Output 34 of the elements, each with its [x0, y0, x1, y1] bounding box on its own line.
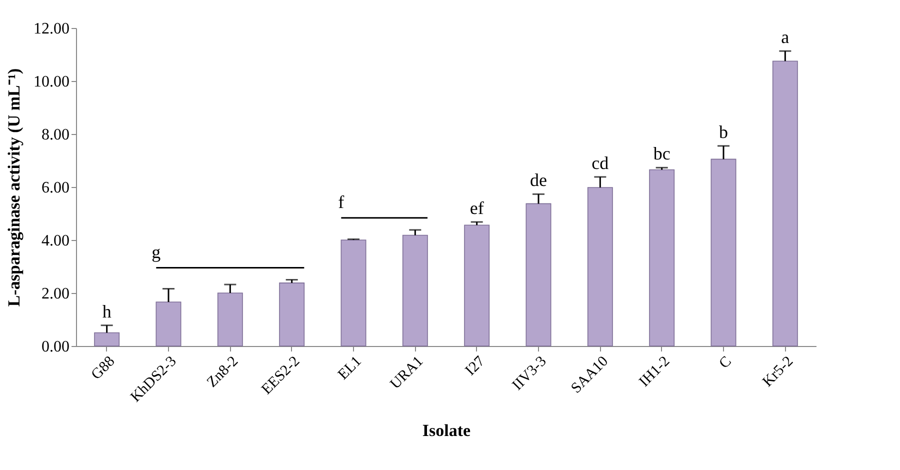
- annotation: f: [338, 192, 344, 212]
- bar: [526, 203, 552, 346]
- bar: [587, 187, 613, 346]
- y-tick-label: 10.00: [34, 74, 70, 90]
- y-tick-label: 4.00: [42, 232, 70, 250]
- data-label: a: [781, 27, 790, 48]
- bar: [649, 169, 675, 346]
- annotation: g: [152, 242, 161, 262]
- x-tick-label: I27: [462, 353, 488, 379]
- bar: [217, 292, 243, 346]
- x-axis-title: Isolate: [422, 420, 472, 440]
- data-label: de: [530, 170, 547, 190]
- bar: [156, 302, 182, 346]
- data-label: ef: [470, 198, 484, 218]
- data-label: b: [719, 122, 728, 142]
- bar: [464, 224, 490, 346]
- bar: [94, 332, 120, 346]
- bar: [710, 158, 736, 346]
- data-label: bc: [653, 144, 670, 164]
- y-tick-label: 8.00: [42, 126, 70, 144]
- bar: [772, 60, 798, 346]
- x-tick-label: C: [716, 354, 735, 372]
- data-label: cd: [592, 152, 609, 173]
- x-tick-label: EL1: [335, 354, 365, 384]
- bar: [279, 282, 305, 346]
- bar: [402, 234, 428, 346]
- y-tick-label: 2.00: [42, 286, 70, 302]
- y-tick-label: 0.00: [42, 338, 70, 356]
- x-tick-label: G88: [88, 354, 118, 384]
- y-tick-label: 12.00: [34, 20, 70, 38]
- data-label: h: [102, 301, 112, 322]
- bar: [340, 240, 366, 346]
- y-tick-label: 6.00: [42, 180, 70, 196]
- y-axis-title: L-asparaginase activity (U mL⁻¹): [4, 68, 24, 307]
